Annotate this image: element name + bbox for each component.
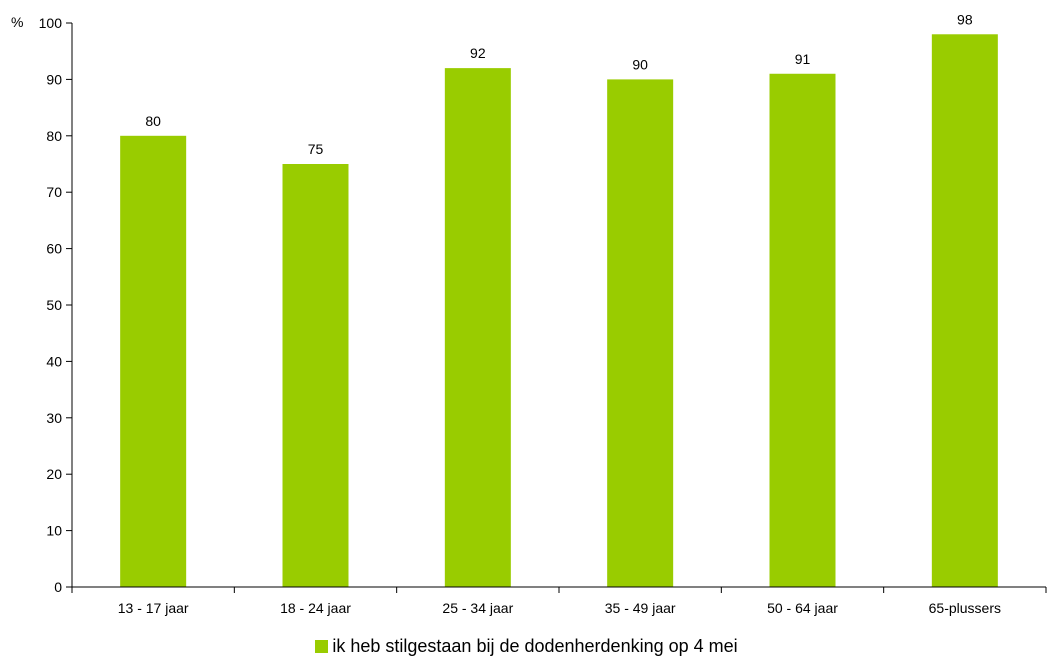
y-tick-label: 100 [39, 15, 63, 31]
bar [607, 79, 674, 588]
y-tick-label: 40 [46, 353, 62, 369]
y-tick-label: 90 [46, 71, 62, 87]
data-label: 92 [470, 45, 486, 61]
x-tick-label: 50 - 64 jaar [767, 600, 838, 616]
bar [444, 68, 511, 588]
y-tick-label: 70 [46, 184, 62, 200]
axes [71, 23, 1047, 593]
data-label: 98 [957, 11, 973, 27]
data-label: 75 [308, 141, 324, 157]
data-label: 90 [632, 56, 648, 72]
bar [282, 164, 349, 587]
legend-swatch [315, 640, 329, 653]
y-tick-label: 10 [46, 523, 62, 539]
bar [769, 73, 836, 587]
y-tick-label: 80 [46, 128, 62, 144]
y-tick-label: 0 [54, 579, 62, 595]
x-tick-label: 65-plussers [929, 600, 1001, 616]
bar [931, 34, 998, 587]
y-tick-label: 20 [46, 466, 62, 482]
legend-label: ik heb stilgestaan bij de dodenherdenkin… [332, 636, 738, 656]
data-label: 91 [795, 51, 811, 67]
bars: 80 75 92 90 91 98 [120, 11, 998, 588]
y-tick-label: 60 [46, 241, 62, 257]
x-axis-labels: 13 - 17 jaar 18 - 24 jaar 25 - 34 jaar 35 -… [118, 600, 1001, 616]
x-tick-label: 35 - 49 jaar [605, 600, 676, 616]
y-axis-ticks: 0 10 20 30 40 50 60 70 80 90 100 [39, 15, 72, 595]
y-tick-label: 30 [46, 410, 62, 426]
legend: ik heb stilgestaan bij de dodenherdenkin… [0, 636, 1053, 657]
bar [120, 135, 187, 588]
x-tick-label: 13 - 17 jaar [118, 600, 189, 616]
x-tick-label: 25 - 34 jaar [442, 600, 513, 616]
y-tick-label: 50 [46, 297, 62, 313]
x-tick-label: 18 - 24 jaar [280, 600, 351, 616]
y-axis-unit-label: % [11, 14, 23, 30]
data-label: 80 [145, 113, 161, 129]
